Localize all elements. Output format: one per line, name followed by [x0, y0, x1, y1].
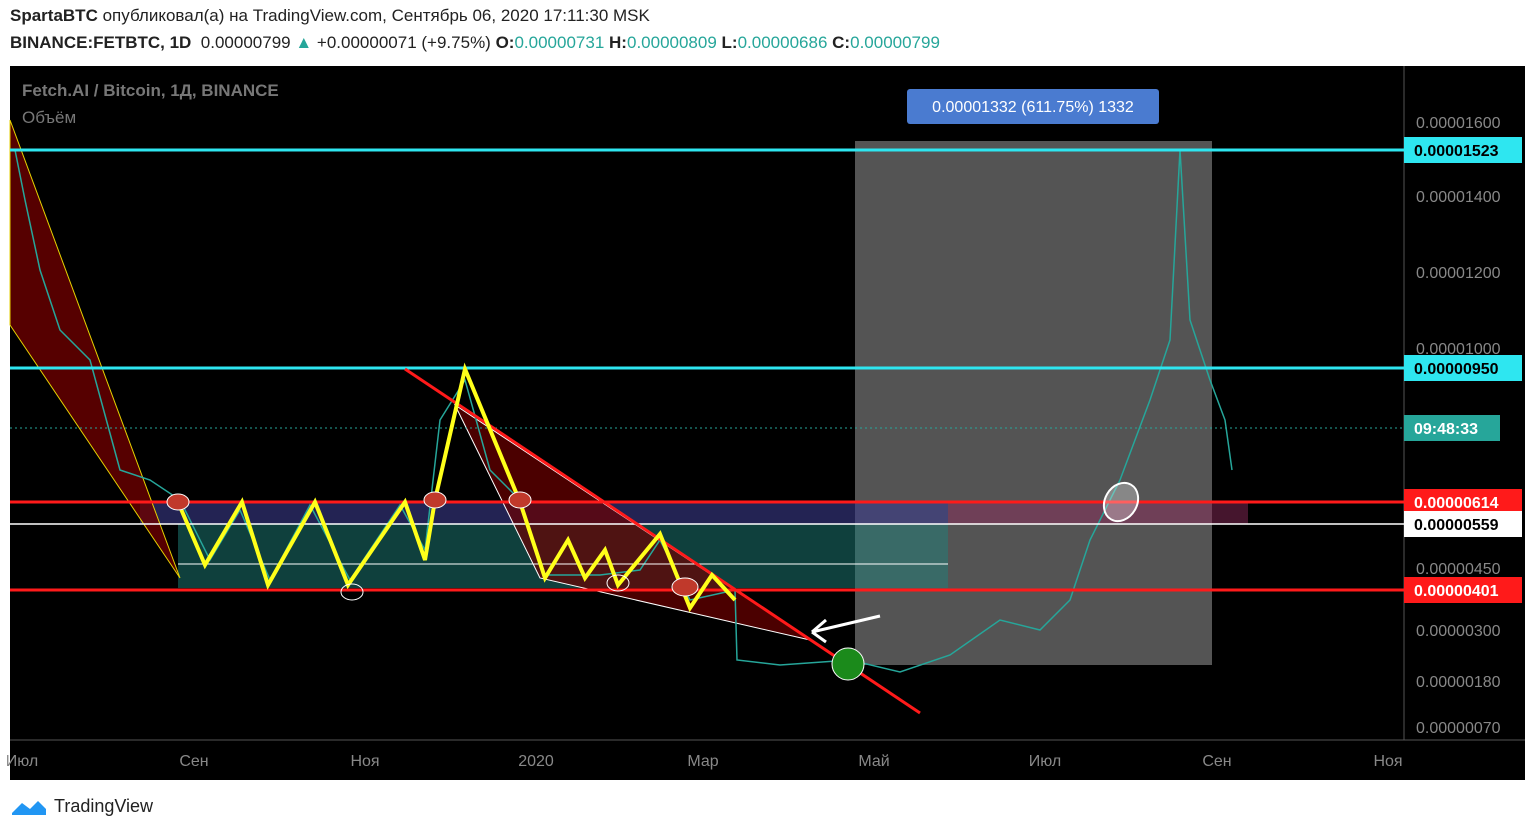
zone	[948, 502, 1248, 524]
volume-label: Объём	[22, 108, 76, 127]
price-axis-label: 0.00000450	[1416, 561, 1501, 578]
price-tag-label: 0.00000401	[1414, 583, 1499, 600]
marker	[671, 577, 699, 597]
price-tag-label: 09:48:33	[1414, 421, 1478, 438]
marker	[1102, 481, 1140, 523]
time-axis-label: Июл	[6, 753, 38, 770]
chart-panel: Fetch.AI / Bitcoin, 1Д, BINANCE Объём 0.…	[6, 66, 1525, 780]
marker	[606, 574, 630, 592]
price-tag-label: 0.00001523	[1414, 143, 1499, 160]
price-axis-label: 0.00001600	[1416, 115, 1501, 132]
author: SpartaBTC	[10, 6, 98, 25]
ticker-line: BINANCE:FETBTC, 1D 0.00000799 ▲ +0.00000…	[10, 33, 940, 53]
footer: TradingView	[10, 796, 153, 817]
time-axis-label: Ноя	[1373, 753, 1402, 770]
high-label: H:	[609, 33, 627, 52]
price-axis-label: 0.00001000	[1416, 341, 1501, 358]
axes: 0.00001600 0.00001400 0.00001200 0.00001000…	[6, 115, 1522, 770]
price-tag-label: 0.00000559	[1414, 517, 1499, 534]
price-axis-label: 0.00000180	[1416, 674, 1501, 691]
open: 0.00000731	[514, 33, 605, 52]
time-axis-label: Сен	[1202, 753, 1231, 770]
marker	[166, 493, 190, 511]
price-tag	[1404, 577, 1522, 603]
price-axis-label: 0.00000300	[1416, 623, 1501, 640]
logo	[12, 800, 46, 815]
measure-label: 0.00001332 (611.75%) 1332	[932, 99, 1134, 116]
marker	[831, 647, 865, 681]
change: +0.00000071 (+9.75%)	[316, 33, 491, 52]
wedge	[9, 119, 181, 579]
price-axis-label: 0.00001400	[1416, 189, 1501, 206]
price-tag	[1404, 355, 1522, 381]
price-tag	[1404, 489, 1522, 515]
price: 0.00000799	[200, 33, 291, 52]
price-tag	[1404, 511, 1522, 537]
marker	[508, 491, 532, 509]
marker	[423, 491, 447, 509]
high: 0.00000809	[626, 33, 717, 52]
header: SpartaBTC опубликовал(а) на TradingView.…	[10, 6, 650, 26]
low: 0.00000686	[737, 33, 828, 52]
open-label: O:	[495, 33, 515, 52]
close: 0.00000799	[850, 33, 940, 52]
price-tag	[1404, 415, 1500, 441]
price-tag-label: 0.00000614	[1414, 495, 1499, 512]
price-axis-label: 0.00001200	[1416, 265, 1501, 282]
time-axis-label: 2020	[518, 753, 554, 770]
time-axis-label: Май	[858, 753, 889, 770]
price-tag-label: 0.00000950	[1414, 361, 1499, 378]
time-axis-label: Мар	[687, 753, 718, 770]
price-axis-label: 0.00000070	[1416, 720, 1501, 737]
close-label: C:	[832, 33, 851, 52]
up-arrow: ▲	[295, 33, 313, 52]
time-axis-label: Ноя	[350, 753, 379, 770]
time-axis-label: Июл	[1029, 753, 1061, 770]
zigzag	[176, 362, 737, 613]
time-axis-label: Сен	[179, 753, 208, 770]
marker	[340, 583, 364, 601]
price-tag	[1404, 137, 1522, 163]
arrow	[811, 614, 881, 644]
symbol: BINANCE:FETBTC, 1D	[10, 33, 192, 52]
brand: TradingView	[54, 796, 154, 816]
measure-box	[907, 89, 1159, 124]
published: опубликовал(а) на TradingView.com, Сентя…	[102, 6, 650, 25]
chart-background	[10, 66, 1525, 780]
low-label: L:	[721, 33, 738, 52]
legend-title: Fetch.AI / Bitcoin, 1Д, BINANCE	[22, 81, 279, 100]
